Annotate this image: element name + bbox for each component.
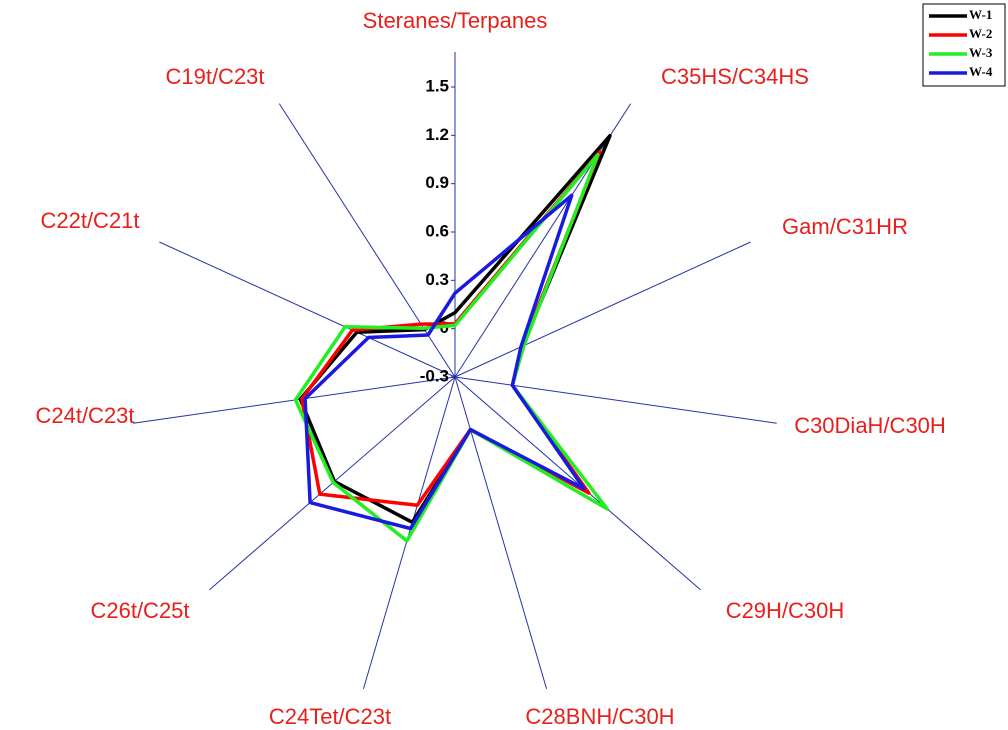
category-label: C28BNH/C30H bbox=[525, 704, 674, 729]
r-tick-label: 0.9 bbox=[425, 173, 449, 192]
series-line bbox=[303, 193, 586, 531]
legend-label: W-4 bbox=[969, 64, 993, 79]
category-label: Gam/C31HR bbox=[782, 214, 908, 239]
category-label: C30DiaH/C30H bbox=[794, 413, 946, 438]
legend-label: W-1 bbox=[969, 7, 992, 22]
r-tick-label: 1.2 bbox=[425, 125, 449, 144]
axis-line bbox=[278, 103, 456, 378]
r-tick-label: 0.6 bbox=[425, 221, 449, 240]
axis-line bbox=[454, 376, 777, 424]
legend-label: W-3 bbox=[969, 45, 993, 60]
category-label: C35HS/C34HS bbox=[661, 64, 809, 89]
category-label: C26t/C25t bbox=[90, 598, 189, 623]
axis-line bbox=[454, 376, 701, 591]
category-label: C24t/C23t bbox=[35, 403, 134, 428]
legend-label: W-2 bbox=[969, 26, 992, 41]
axis-line bbox=[454, 103, 632, 378]
category-label: C22t/C21t bbox=[40, 208, 139, 233]
r-tick-label: -0.3 bbox=[420, 366, 449, 385]
r-tick-label: 1.5 bbox=[425, 76, 449, 95]
axis-line bbox=[362, 376, 456, 689]
axis-line bbox=[159, 241, 456, 378]
category-label: C24Tet/C23t bbox=[269, 704, 391, 729]
category-label: C19t/C23t bbox=[165, 64, 264, 89]
category-label: C29H/C30H bbox=[726, 598, 845, 623]
r-tick-label: 0.3 bbox=[425, 270, 449, 289]
category-label: Steranes/Terpanes bbox=[363, 8, 548, 33]
axis-line bbox=[454, 376, 548, 689]
axis-line bbox=[454, 241, 751, 378]
